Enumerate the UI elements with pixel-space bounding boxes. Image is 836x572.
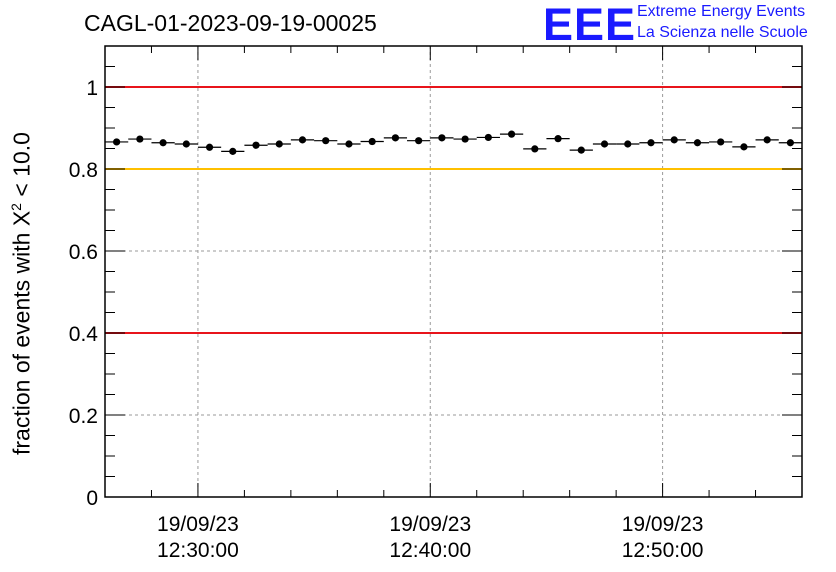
data-point — [670, 136, 678, 144]
data-point — [693, 139, 702, 147]
data-point — [763, 136, 771, 144]
x-tick-label-date: 19/09/23 — [389, 513, 471, 536]
data-point — [229, 147, 237, 155]
data-point — [205, 143, 214, 151]
data-point — [322, 137, 330, 145]
y-tick-label: 0.2 — [69, 405, 98, 428]
data-point — [740, 143, 748, 151]
data-point — [368, 137, 376, 146]
data-point — [136, 135, 144, 143]
data-point — [159, 139, 167, 147]
x-tick-label-date: 19/09/23 — [622, 513, 704, 536]
y-tick-label: 0.8 — [69, 159, 98, 182]
x-tick-label-time: 12:40:00 — [389, 539, 471, 562]
data-point — [275, 140, 283, 148]
x-tick-label-time: 12:30:00 — [157, 539, 239, 562]
data-point — [577, 146, 585, 154]
data-point — [438, 134, 446, 142]
logo-line-2: La Scienza nelle Scuole — [637, 24, 808, 41]
data-point — [624, 140, 632, 148]
data-point — [298, 136, 307, 144]
y-tick-label: 1 — [86, 77, 98, 100]
data-point — [461, 135, 469, 143]
data-point — [647, 139, 655, 147]
data-point — [391, 134, 400, 142]
data-point — [531, 145, 539, 153]
x-tick-label-date: 19/09/23 — [157, 513, 239, 536]
data-point — [786, 139, 794, 147]
data-point — [600, 140, 609, 148]
eee-logo: EEE — [543, 0, 637, 50]
x-tick-label-time: 12:50:00 — [622, 539, 704, 562]
data-point — [252, 141, 260, 149]
data-point — [507, 130, 516, 138]
y-tick-label: 0 — [86, 487, 98, 510]
data-point — [717, 138, 725, 146]
data-point — [484, 133, 492, 142]
chart-title: CAGL-01-2023-09-19-00025 — [84, 10, 377, 36]
data-point — [182, 140, 190, 148]
data-point — [415, 137, 423, 145]
plot-frame — [104, 45, 803, 498]
data-point — [345, 140, 353, 148]
y-tick-label: 0.6 — [69, 241, 98, 264]
logo-line-1: Extreme Energy Events — [637, 3, 806, 20]
y-tick-label: 0.4 — [69, 323, 99, 346]
data-point — [554, 135, 562, 143]
data-point — [113, 138, 121, 146]
